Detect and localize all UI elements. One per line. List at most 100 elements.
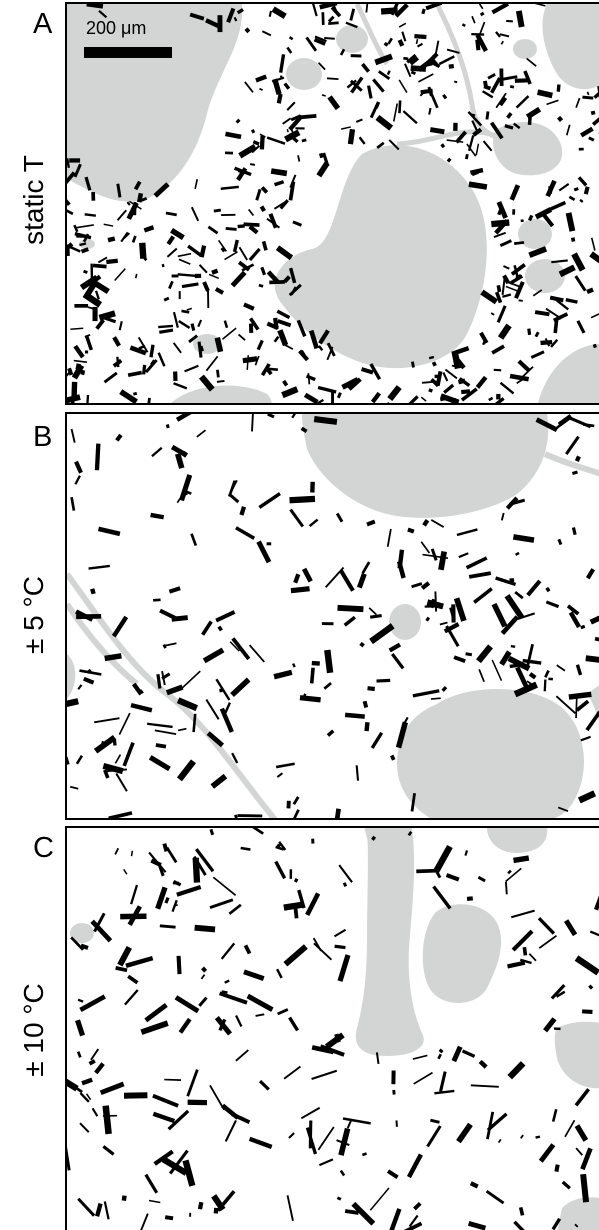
crystal-lath xyxy=(578,147,584,151)
crystal-lath xyxy=(485,111,490,120)
crystal-lath xyxy=(507,655,531,672)
crystal-lath xyxy=(457,378,466,385)
crystal-lath xyxy=(453,597,467,622)
crystal-lath xyxy=(410,70,416,76)
micrograph-b-image xyxy=(67,414,599,818)
crystal-lath xyxy=(513,122,521,130)
crystal-lath xyxy=(342,1117,371,1125)
crystal-lath xyxy=(412,1054,428,1060)
crystal-lath xyxy=(477,21,486,39)
crystal-lath xyxy=(154,729,177,736)
crystal-lath xyxy=(189,12,205,21)
crystal-lath xyxy=(87,306,96,311)
crystal-lath xyxy=(375,114,394,131)
crystal-lath xyxy=(406,1153,423,1179)
crystal-lath xyxy=(186,1069,199,1097)
crystal-lath xyxy=(286,128,289,133)
crystal-lath xyxy=(256,540,272,564)
crystal-lath xyxy=(80,943,89,950)
crystal-lath xyxy=(84,334,94,351)
crystal-lath xyxy=(77,684,83,690)
crystal-lath xyxy=(230,270,247,288)
crystal-lath xyxy=(480,289,499,305)
crystal-lath xyxy=(192,857,201,883)
crystal-lath xyxy=(326,342,336,357)
crystal-lath xyxy=(574,955,599,976)
crystal-lath xyxy=(370,731,384,749)
crystal-lath xyxy=(73,359,88,363)
crystal-lath xyxy=(90,1048,100,1061)
crystal-lath xyxy=(221,1103,240,1120)
crystal-lath xyxy=(494,219,509,235)
crystal-lath xyxy=(476,644,493,664)
crystal-lath xyxy=(514,590,524,600)
crystal-lath xyxy=(313,942,333,961)
crystal-lath xyxy=(123,868,128,875)
crystal-lath xyxy=(188,334,199,344)
crystal-lath xyxy=(192,713,197,733)
crystal-lath xyxy=(271,6,287,19)
crystal-lath xyxy=(181,670,201,689)
crystal-lath xyxy=(102,1145,115,1156)
crystal-lath xyxy=(475,143,480,156)
crystal-lath xyxy=(488,396,494,402)
crystal-lath xyxy=(95,318,105,330)
crystal-lath xyxy=(289,869,293,879)
crystal-lath xyxy=(391,653,405,670)
crystal-lath xyxy=(286,1195,294,1222)
crystal-lath xyxy=(125,955,154,968)
crystal-lath xyxy=(166,235,176,246)
crystal-lath xyxy=(455,130,468,144)
crystal-lath xyxy=(127,974,139,985)
crystal-lath xyxy=(486,1111,495,1140)
crystal-lath xyxy=(435,370,443,387)
crystal-lath xyxy=(568,195,576,202)
crystal-lath xyxy=(209,898,234,910)
crystal-lath xyxy=(176,955,182,975)
crystal-lath xyxy=(575,97,581,108)
crystal-lath xyxy=(580,735,591,742)
crystal-lath xyxy=(534,331,540,338)
crystal-lath xyxy=(495,92,507,109)
crystal-lath xyxy=(513,1220,528,1230)
crystal-lath xyxy=(284,129,301,143)
crystal-lath xyxy=(260,186,269,194)
crystal-lath xyxy=(345,21,358,29)
crystal-lath xyxy=(500,40,504,45)
crystal-lath xyxy=(283,944,308,967)
panel-letter-c: C xyxy=(33,832,54,864)
crystal-lath xyxy=(73,344,85,359)
crystal-lath xyxy=(575,694,578,719)
crystal-lath xyxy=(255,188,262,201)
crystal-lath xyxy=(536,89,553,99)
crystal-lath xyxy=(426,1125,442,1148)
crystal-lath xyxy=(571,470,578,475)
crystal-lath xyxy=(148,755,171,772)
crystal-lath xyxy=(564,1119,576,1138)
crystal-lath xyxy=(570,237,576,242)
crystal-lath xyxy=(437,1053,442,1060)
crystal-lath xyxy=(485,1189,505,1205)
crystal-lath xyxy=(155,886,168,910)
crystal-lath xyxy=(430,519,445,528)
crystal-lath xyxy=(214,337,224,353)
crystal-lath xyxy=(482,140,493,152)
crystal-lath xyxy=(300,426,308,433)
crystal-lath xyxy=(167,1109,190,1131)
crystal-lath xyxy=(288,1132,295,1139)
crystal-lath xyxy=(369,363,382,381)
crystal-lath xyxy=(416,868,437,874)
crystal-lath xyxy=(194,179,199,190)
crystal-lath xyxy=(235,526,256,540)
crystal-lath xyxy=(166,247,178,258)
crystal-lath xyxy=(258,283,264,288)
crystal-lath xyxy=(526,57,537,67)
crystal-lath xyxy=(236,8,244,15)
crystal-lath xyxy=(176,497,182,504)
crystal-lath xyxy=(513,264,519,278)
crystal-lath xyxy=(564,919,578,937)
crystal-lath xyxy=(209,828,215,836)
crystal-lath xyxy=(371,835,377,841)
crystal-lath xyxy=(206,731,225,748)
crystal-lath xyxy=(200,974,206,980)
